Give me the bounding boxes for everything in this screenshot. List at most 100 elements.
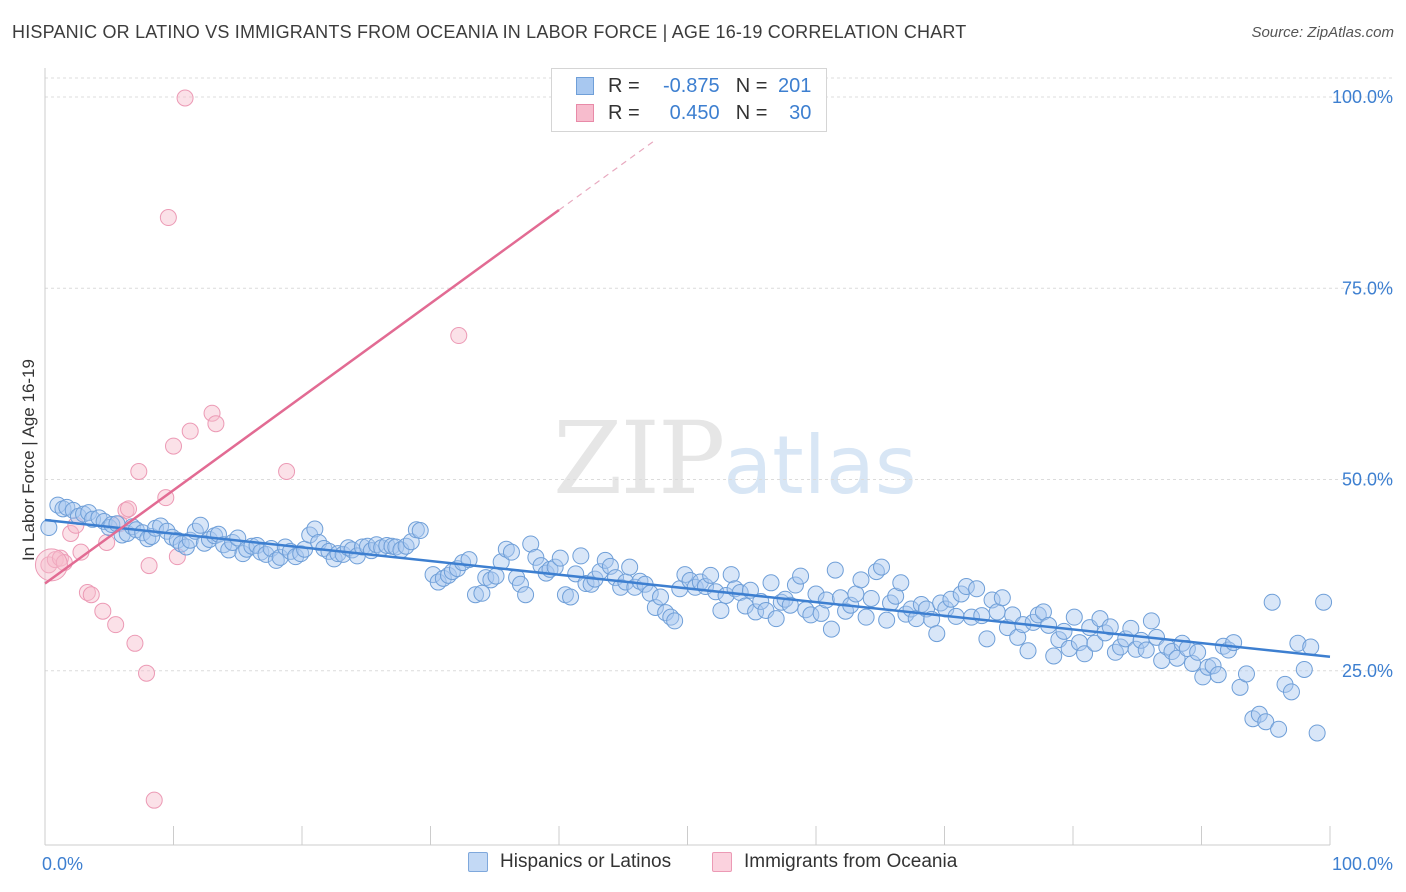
hispanic-point	[1009, 628, 1027, 646]
hispanic-point	[822, 620, 840, 638]
legend-n-label: N =	[735, 74, 768, 97]
hispanic-point	[792, 567, 810, 585]
series-swatch-hispanic	[468, 852, 488, 872]
watermark-atlas: atlas	[723, 419, 917, 512]
gridlines	[45, 77, 1393, 672]
hispanic-point	[1308, 724, 1326, 742]
series-legend-hispanic[interactable]: Hispanics or Latinos	[468, 851, 671, 873]
oceania-point	[203, 404, 221, 422]
hispanic-point	[781, 596, 799, 614]
oceania-point	[278, 463, 296, 480]
legend-r-value: 0.450	[669, 101, 720, 124]
series-legend: Hispanics or Latinos Immigrants from Oce…	[0, 851, 1406, 877]
hispanic-point	[942, 590, 960, 608]
hispanic-point	[502, 543, 520, 561]
hispanic-point	[1289, 634, 1307, 652]
hispanic-points	[40, 496, 1333, 742]
hispanic-trend-line	[44, 518, 1331, 658]
oceania-point	[207, 415, 225, 433]
hispanic-point	[397, 537, 415, 555]
legend-swatch-oceania	[576, 104, 594, 122]
oceania-trend-line	[44, 209, 560, 585]
y-tick-label: 100.0%	[1332, 87, 1393, 107]
hispanic-point	[1302, 638, 1320, 656]
x-tick-label: 100.0%	[1332, 854, 1393, 874]
hispanic-point	[817, 591, 835, 609]
hispanic-point	[621, 558, 639, 576]
oceania-point	[176, 89, 194, 107]
hispanic-point	[1060, 640, 1078, 658]
hispanic-point	[271, 548, 289, 566]
hispanic-point	[988, 603, 1006, 621]
watermark: ZIPatlas	[553, 400, 917, 517]
hispanic-point	[1282, 683, 1300, 701]
hispanic-point	[968, 580, 986, 598]
oceania-point	[181, 422, 199, 440]
hispanic-point	[1209, 666, 1227, 684]
series-label-oceania: Immigrants from Oceania	[744, 851, 958, 872]
hispanic-point	[1070, 634, 1088, 652]
legend-r-label: R =	[608, 74, 640, 97]
hispanic-point	[572, 547, 590, 565]
hispanic-point	[497, 540, 515, 558]
watermark-zip: ZIP	[553, 400, 725, 517]
hispanic-point	[762, 574, 780, 592]
x-tick-label: 0.0%	[42, 854, 83, 874]
hispanic-point	[517, 586, 535, 604]
hispanic-point	[1034, 603, 1052, 621]
hispanic-point	[577, 575, 595, 593]
hispanic-point	[1045, 647, 1063, 665]
hispanic-point	[878, 611, 896, 629]
source-credit: Source: ZipAtlas.com	[1251, 24, 1394, 41]
oceania-trend-extension	[558, 139, 656, 211]
legend-row-hispanic: R = -0.875 N = 201	[576, 72, 811, 100]
hispanic-point	[551, 549, 569, 567]
y-tick-label: 25.0%	[1342, 661, 1393, 681]
legend-r-value: -0.875	[662, 74, 720, 97]
hispanic-point	[172, 535, 190, 553]
hispanic-point	[1237, 665, 1255, 683]
hispanic-point	[1029, 606, 1047, 624]
hispanic-point	[873, 558, 891, 576]
trend-lines	[44, 139, 1331, 658]
y-tick-label: 50.0%	[1342, 470, 1393, 490]
hispanic-point	[666, 612, 684, 630]
hispanic-point	[652, 588, 670, 606]
oceania-point	[117, 501, 135, 519]
oceania-point	[62, 525, 80, 543]
tick-labels: 25.0% 50.0% 75.0% 100.0% 0.0% 100.0% In Labor …	[19, 87, 1393, 874]
hispanic-point	[466, 586, 484, 604]
oceania-point	[159, 209, 177, 227]
hispanic-point	[1173, 634, 1191, 652]
hispanic-point	[434, 569, 452, 587]
hispanic-point	[887, 587, 905, 605]
hispanic-point	[646, 598, 664, 616]
legend-n-label: N =	[735, 101, 768, 124]
hispanic-point	[1086, 634, 1104, 652]
hispanic-point	[812, 604, 830, 622]
hispanic-point	[612, 578, 630, 596]
y-axis-label: In Labor Force | Age 16-19	[19, 359, 38, 561]
oceania-point	[120, 500, 138, 518]
hispanic-point	[1189, 643, 1207, 661]
hispanic-point	[702, 566, 720, 584]
oceania-point	[145, 791, 163, 809]
hispanic-point	[487, 567, 505, 585]
hispanic-point	[191, 516, 209, 534]
hispanic-point	[826, 561, 844, 579]
hispanic-point	[1106, 643, 1124, 661]
hispanic-point	[1019, 642, 1037, 660]
hispanic-point	[411, 522, 429, 540]
hispanic-point	[1142, 612, 1160, 630]
hispanic-point	[1101, 618, 1119, 636]
legend-r-label: R =	[608, 101, 640, 124]
oceania-point	[126, 634, 144, 652]
series-legend-oceania[interactable]: Immigrants from Oceania	[712, 851, 957, 873]
hispanic-point	[862, 589, 880, 607]
hispanic-point	[1055, 622, 1073, 640]
hispanic-point	[527, 548, 545, 566]
hispanic-point	[511, 575, 529, 593]
oceania-point	[165, 437, 182, 455]
correlation-legend: R = -0.875 N = 201 R = 0.450 N = 30	[551, 68, 827, 132]
